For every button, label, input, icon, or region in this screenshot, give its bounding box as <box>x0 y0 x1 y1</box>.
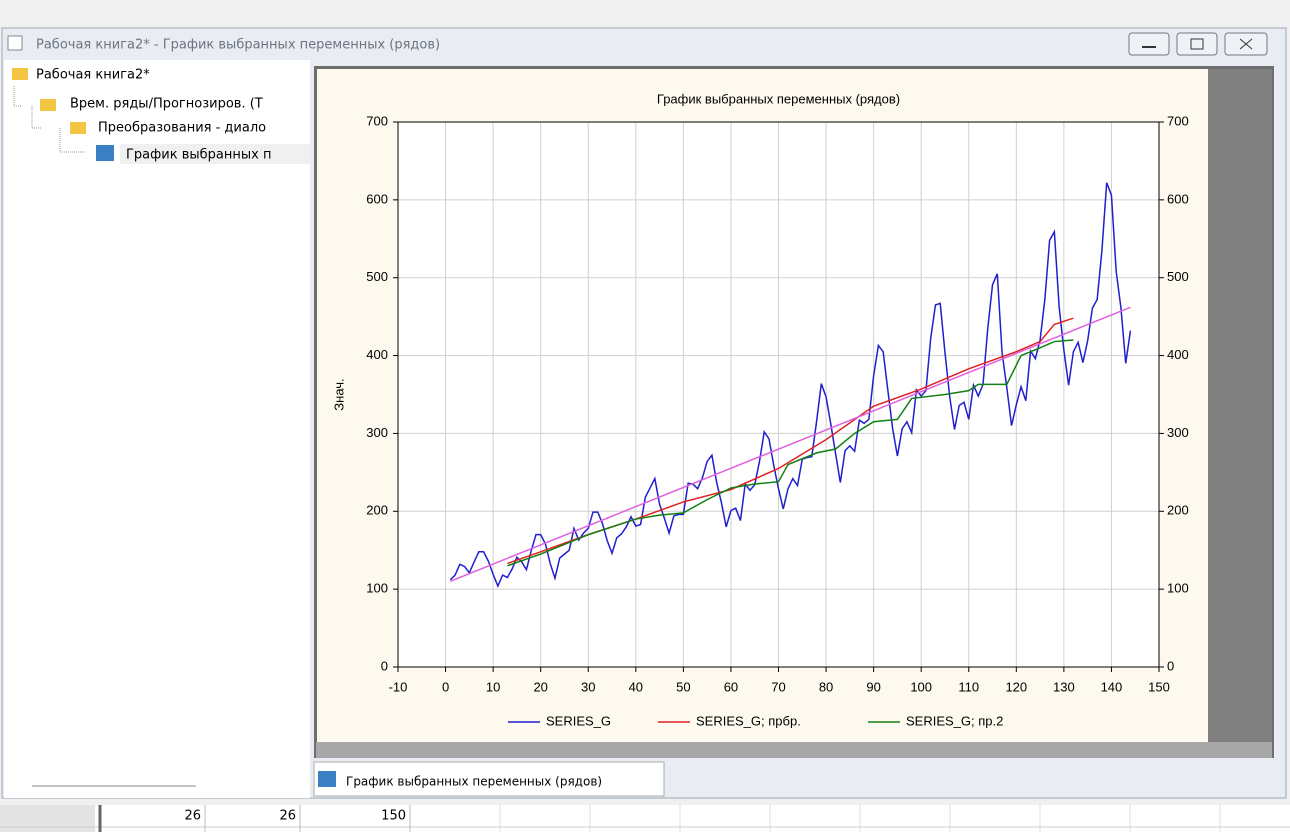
x-tick-label: 130 <box>1053 679 1075 694</box>
x-tick-label: 120 <box>1005 679 1027 694</box>
x-tick-label: 110 <box>958 679 979 694</box>
close-glyph <box>1239 38 1253 50</box>
x-tick-label: -10 <box>389 679 408 694</box>
x-tick-label: 90 <box>866 679 880 694</box>
tree-node[interactable]: Преобразования - диало <box>98 121 266 136</box>
selection <box>120 144 310 164</box>
tree-lines <box>13 86 86 153</box>
legend-label: SERIES_G <box>546 713 611 728</box>
series-line <box>450 306 1131 583</box>
y-axis-label: Знач. <box>331 378 346 410</box>
y2-tick-label: 600 <box>1167 191 1189 206</box>
series-line <box>449 182 1132 588</box>
max-glyph <box>1190 38 1204 50</box>
x-tick-label: 140 <box>1101 679 1123 694</box>
x-tick-label: 10 <box>486 679 500 694</box>
x-tick-label: 150 <box>1148 679 1170 694</box>
table-cell: 26 <box>184 809 201 824</box>
y2-tick-label: 300 <box>1167 425 1189 440</box>
tree-panel <box>4 60 310 798</box>
y-tick-label: 300 <box>366 425 388 440</box>
y-tick-label: 600 <box>366 191 388 206</box>
y2-tick-label: 100 <box>1167 581 1189 596</box>
x-tick-label: 20 <box>533 679 547 694</box>
tab-icon <box>318 771 336 787</box>
series-line <box>507 339 1074 567</box>
x-tick-label: 100 <box>910 679 932 694</box>
y2-tick-label: 200 <box>1167 503 1189 518</box>
minimize[interactable] <box>1128 32 1170 56</box>
window-title: Рабочая книга2* - График выбранных перем… <box>36 38 440 53</box>
tab-label[interactable]: График выбранных переменных (рядов) <box>346 775 602 789</box>
y-tick-label: 500 <box>366 269 388 284</box>
x-tick-label: 50 <box>676 679 690 694</box>
x-tick-label: 30 <box>581 679 595 694</box>
x-tick-label: 60 <box>724 679 738 694</box>
legend-label: SERIES_G; пр.2 <box>906 713 1003 728</box>
graph-icon <box>96 145 114 161</box>
y-tick-label: 100 <box>366 581 388 596</box>
folder-icon <box>12 68 28 80</box>
maximize[interactable] <box>1176 32 1218 56</box>
chart-title: График выбранных переменных (рядов) <box>657 91 900 106</box>
x-tick-label: 80 <box>819 679 833 694</box>
folder-icon <box>70 122 86 134</box>
table-cells: 26 26 150 <box>98 805 1221 832</box>
y-tick-label: 0 <box>381 658 388 673</box>
tab[interactable] <box>313 761 665 797</box>
plot-border <box>397 121 1160 668</box>
chart: -10 0 10 20 30 40 50 60 70 80 90 100 110 120 130 140 150… <box>331 91 1188 728</box>
y2-tick-label: 400 <box>1167 347 1189 362</box>
chart-toolbar <box>316 742 1272 758</box>
table-cell: 150 <box>381 809 406 824</box>
x-tick-label: 70 <box>771 679 785 694</box>
y-tick-label: 700 <box>366 113 388 128</box>
window-buttons[interactable] <box>1128 32 1268 56</box>
y2-tick-label: 0 <box>1167 658 1174 673</box>
table-cell: 26 <box>279 809 296 824</box>
x-tick-label: 0 <box>442 679 449 694</box>
window-icon <box>7 35 23 51</box>
y-tick-label: 200 <box>366 503 388 518</box>
y-tick-label: 400 <box>366 347 388 362</box>
y2-tick-label: 500 <box>1167 269 1189 284</box>
tree-node[interactable]: Рабочая книга2* <box>36 68 150 83</box>
tree-node[interactable]: График выбранных п <box>126 148 271 163</box>
y2-tick-label: 700 <box>1167 113 1189 128</box>
tree-node[interactable]: Врем. ряды/Прогнозиров. (Т <box>70 97 263 112</box>
legend-label: SERIES_G; прбр. <box>696 713 801 728</box>
table-header <box>0 805 95 832</box>
folder-icon <box>40 99 56 111</box>
gray-strip <box>1208 69 1272 742</box>
x-tick-label: 40 <box>629 679 643 694</box>
